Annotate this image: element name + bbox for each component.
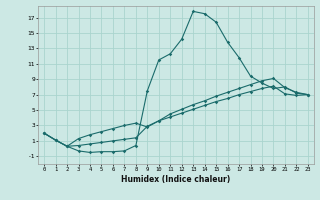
X-axis label: Humidex (Indice chaleur): Humidex (Indice chaleur) (121, 175, 231, 184)
